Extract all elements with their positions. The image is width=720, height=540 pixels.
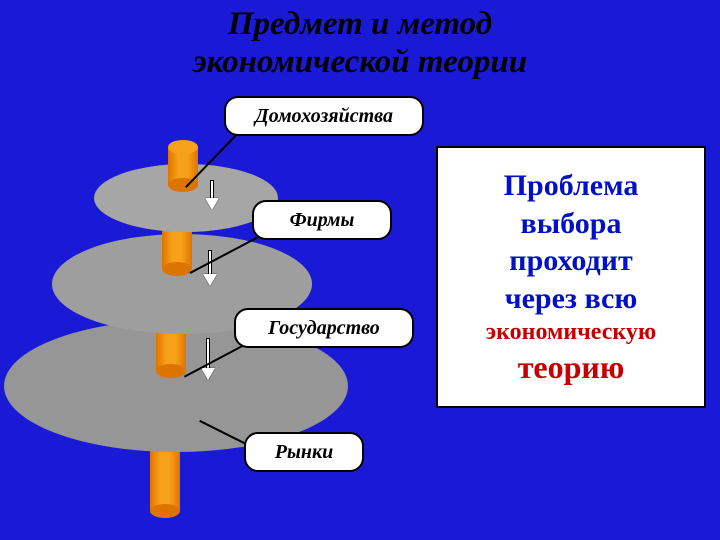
title-line2: экономической теории [193,44,527,80]
rod-bottom [150,504,180,518]
rod-cap [168,140,198,154]
rod-bottom [156,364,186,378]
side-line-1: выбора [521,205,622,243]
side-line-2: проходит [509,242,632,280]
side-line-0: Проблема [504,167,639,205]
label-l4: Рынки [244,432,364,472]
side-line-4: экономическую [486,317,656,347]
side-line-3: через всю [505,280,638,318]
rod-bottom [162,262,192,276]
label-l2: Фирмы [252,200,392,240]
title-line1: Предмет и метод [228,6,492,42]
label-l3: Государство [234,308,414,348]
slide-canvas: Предмет и методэкономической теории Домох… [0,0,720,540]
side-line-5: теорию [518,347,625,387]
label-l1: Домохозяйства [224,96,424,136]
slide-title: Предмет и методэкономической теории [0,6,720,82]
side-text-box: Проблемавыборапроходитчерез всюэкономиче… [436,146,706,408]
